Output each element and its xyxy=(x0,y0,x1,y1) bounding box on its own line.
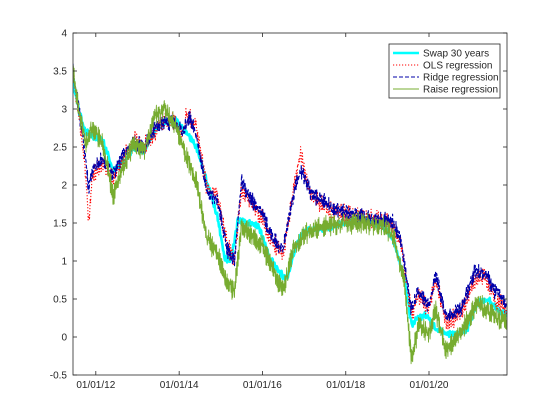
axes-box xyxy=(72,32,508,376)
y-axis: -0.5 0 0.5 1 1.5 2 2.5 3 3.5 4 xyxy=(50,29,507,382)
legend-label: Swap 30 years xyxy=(423,49,489,60)
series-line-2 xyxy=(73,73,507,330)
x-tick-label: 01/01/20 xyxy=(410,380,449,391)
y-tick-label: 0.5 xyxy=(53,295,67,306)
legend-label: OLS regression xyxy=(423,61,492,72)
y-tick-label: 2.5 xyxy=(53,143,67,154)
legend-label: Ridge regression xyxy=(423,73,499,84)
x-tick-label: 01/01/16 xyxy=(243,380,282,391)
series-line-4 xyxy=(73,65,507,365)
y-tick-label: 4 xyxy=(61,29,67,40)
x-tick-label: 01/01/18 xyxy=(326,380,365,391)
y-tick-label: 2 xyxy=(61,181,67,192)
legend-label: Raise regression xyxy=(423,85,498,96)
y-tick-label: 3 xyxy=(61,105,67,116)
x-axis: 01/01/12 01/01/14 01/01/16 01/01/18 01/01/20 xyxy=(76,33,449,391)
x-tick-label: 01/01/12 xyxy=(76,380,115,391)
y-tick-label: 1.5 xyxy=(53,219,67,230)
y-tick-label: -0.5 xyxy=(50,371,68,382)
plot-area xyxy=(73,63,507,365)
y-tick-label: 3.5 xyxy=(53,67,67,78)
y-tick-label: 0 xyxy=(61,333,67,344)
y-tick-label: 1 xyxy=(61,257,67,268)
series-line-3 xyxy=(73,63,507,321)
x-tick-label: 01/01/14 xyxy=(160,380,199,391)
